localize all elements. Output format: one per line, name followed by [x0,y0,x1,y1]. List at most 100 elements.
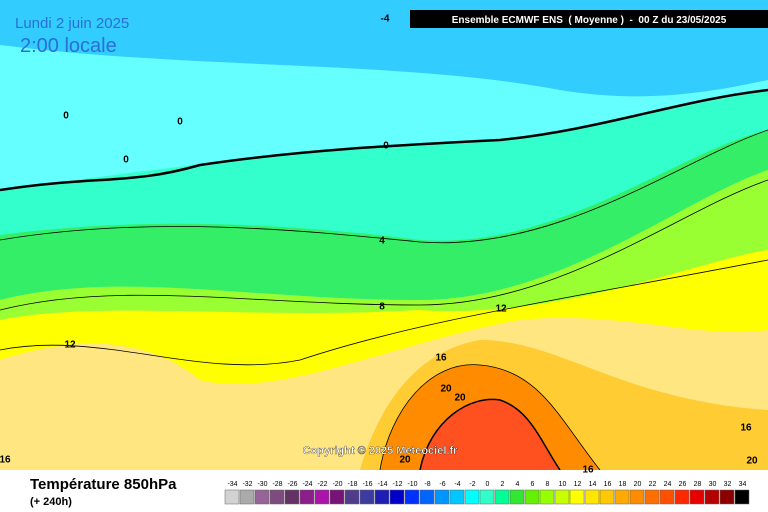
contour-label: 16 [0,455,11,466]
run-info: Ensemble ECMWF ENS ( Moyenne ) - 00 Z du… [452,15,727,26]
legend-swatch [539,489,555,505]
legend-swatch [239,489,255,505]
legend-swatch [509,489,525,505]
contour-label: 16 [582,465,594,476]
legend-tick-label: -18 [347,481,357,488]
legend-swatch [599,489,615,505]
contour-label: -4 [381,14,390,25]
legend-tick-label: 8 [546,481,550,488]
legend-tick-label: -10 [407,481,417,488]
legend-tick-label: 2 [501,481,505,488]
contour-label: 20 [746,456,758,467]
run-box [410,10,768,28]
legend-swatch [704,489,720,505]
contour-label: 12 [495,304,507,315]
legend-tick-label: -28 [272,481,282,488]
legend-swatch [659,489,675,505]
legend-tick-label: -32 [242,481,252,488]
isotherm [379,364,601,471]
legend-tick-label: -8 [424,481,430,488]
legend-tick-label: 28 [694,481,702,488]
local-time: 2:00 locale [20,35,117,57]
contour-label: 12 [64,340,76,351]
legend-tick-label: 14 [589,481,597,488]
legend-tick-label: 34 [739,481,747,488]
color-scale: -34 -32 -30 -28 -26 -24 -22 -20 -18 -16 -14 -12 -10-… [224,481,750,505]
legend-swatch [524,489,540,505]
contour-label: 0 [177,117,183,128]
contours [0,88,768,471]
variable-title: Température 850hPa [30,476,177,493]
legend-swatch [284,489,300,505]
legend-tick-label: 32 [724,481,732,488]
legend-swatch [404,489,420,505]
legend-swatch [494,489,510,505]
contour-label: 4 [379,236,385,247]
legend-tick-label: -20 [332,481,342,488]
legend-tick-label: -2 [469,481,475,488]
contour-label: 20 [454,393,466,404]
legend-tick-label: -14 [377,481,387,488]
legend-tick-label: 18 [619,481,627,488]
legend-tick-label: -6 [439,481,445,488]
legend-tick-label: -12 [392,481,402,488]
legend-tick-label: -22 [317,481,327,488]
legend-tick-label: 30 [709,481,717,488]
legend-swatch [254,489,270,505]
legend-swatch [374,489,390,505]
legend-swatch [389,489,405,505]
legend-tick-label: 16 [604,481,612,488]
legend-swatch [464,489,480,505]
legend-swatch [674,489,690,505]
legend-swatch [344,489,360,505]
legend-tick-label: 0 [486,481,490,488]
isotherm [0,129,768,244]
legend-tick-label: 6 [531,481,535,488]
legend-swatch [314,489,330,505]
lead-time: (+ 240h) [30,496,72,508]
legend-swatch [269,489,285,505]
contour-label: 20 [399,455,411,466]
legend-swatch [329,489,345,505]
contour-label: 0 [63,111,69,122]
legend-tick-label: -24 [302,481,312,488]
legend-swatch [644,489,660,505]
copyright: Copyright © 2025 Meteociel.fr [303,445,459,457]
isotherm [419,398,561,471]
legend-tick-label: 10 [559,481,567,488]
legend-swatch [734,489,750,505]
contour-label: 0 [123,155,129,166]
legend-swatch [224,489,240,505]
legend-tick-label: 22 [649,481,657,488]
legend-swatch [584,489,600,505]
temperature-field [0,0,768,470]
legend-swatch [614,489,630,505]
date: Lundi 2 juin 2025 [15,15,129,32]
isotherm [0,259,768,366]
legend-swatch [434,489,450,505]
contour-label: 8 [379,302,385,313]
isotherm-0 [0,88,768,192]
contour-label: 0 [383,141,389,152]
legend-tick-label: 4 [516,481,520,488]
legend-tick-label: 12 [574,481,582,488]
legend-swatch [689,489,705,505]
legend-swatch [449,489,465,505]
contour-label: 20 [440,384,452,395]
isotherm [0,179,768,311]
legend-tick-label: 20 [634,481,642,488]
legend-swatch [629,489,645,505]
legend-swatch [419,489,435,505]
legend-swatch [554,489,570,505]
legend-swatch [479,489,495,505]
contour-label: 16 [740,423,752,434]
legend-tick-label: -30 [257,481,267,488]
legend-swatch [719,489,735,505]
legend-swatch [359,489,375,505]
legend-tick-label: 26 [679,481,687,488]
legend-tick-label: -4 [454,481,460,488]
legend-tick-label: -26 [287,481,297,488]
legend-tick-label: -16 [362,481,372,488]
